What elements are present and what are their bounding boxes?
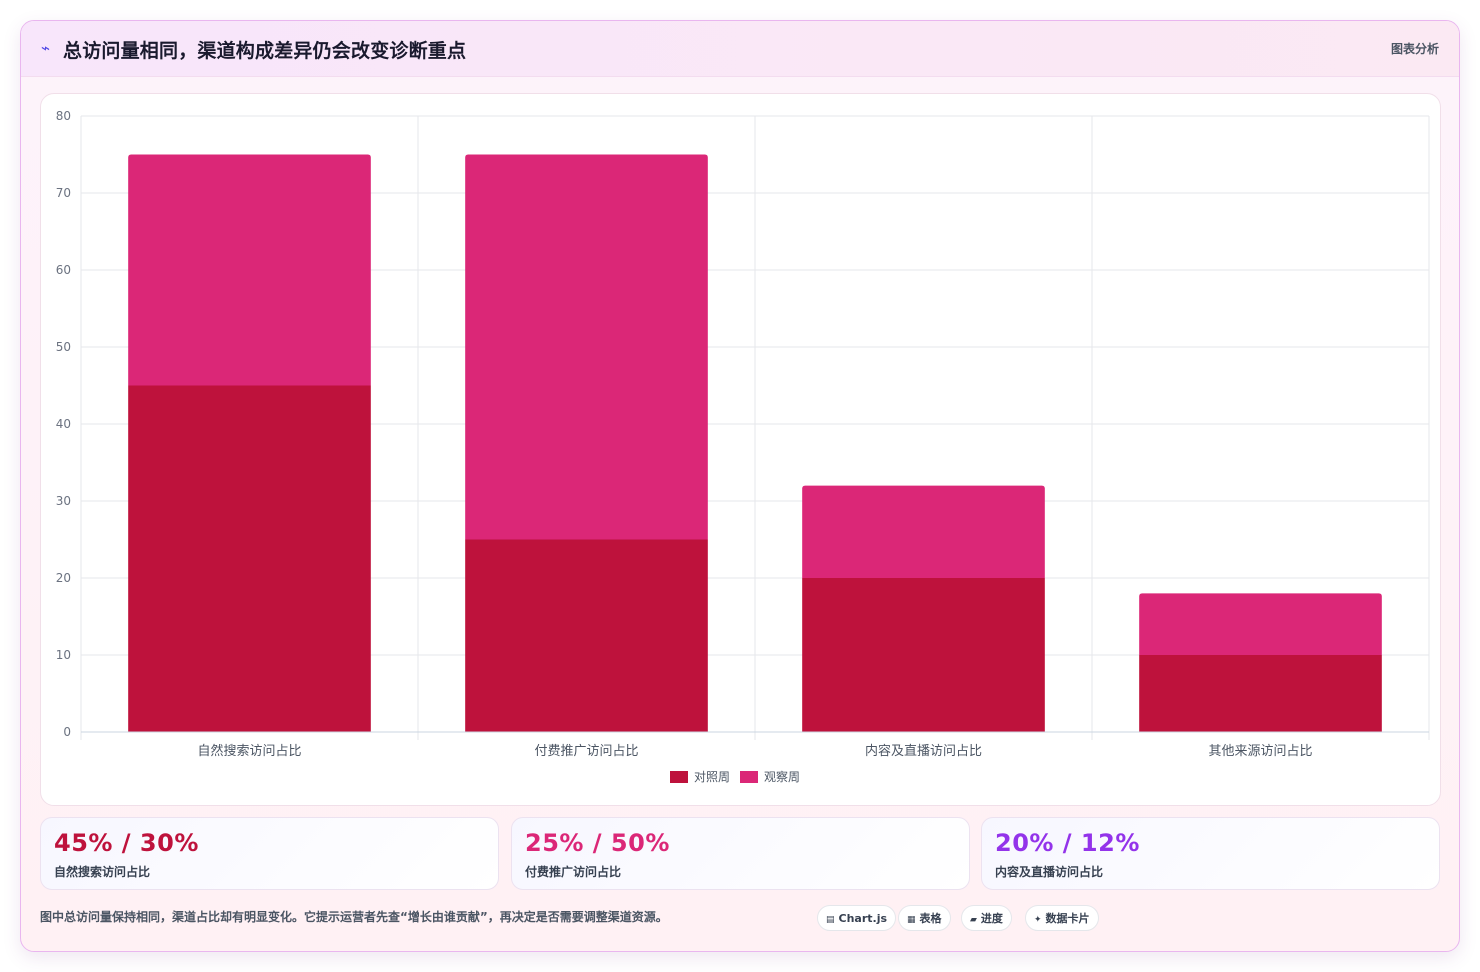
stat-label: 自然搜索访问占比	[54, 865, 151, 879]
footnote: 图中总访问量保持相同，渠道占比却有明显变化。它提示运营者先查“增长由谁贡献”，再…	[40, 910, 668, 924]
stat-label: 内容及直播访问占比	[995, 865, 1104, 879]
bar-segment	[1139, 655, 1382, 732]
y-tick-label: 10	[56, 648, 71, 662]
bar-segment	[802, 578, 1045, 732]
y-tick-label: 70	[56, 186, 71, 200]
y-tick-label: 20	[56, 571, 71, 585]
bar-segment	[1139, 593, 1382, 655]
bar-segment	[465, 154, 708, 540]
y-tick-label: 80	[56, 109, 71, 123]
chip-table[interactable]: ▦ 表格	[898, 905, 951, 931]
progress-icon: ▰	[970, 915, 977, 925]
chip-data-cards[interactable]: ✦ 数据卡片	[1025, 905, 1099, 931]
chip-progress[interactable]: ▰ 进度	[961, 905, 1012, 931]
stat-card-organic: 45% / 30% 自然搜索访问占比	[40, 817, 499, 890]
stat-value: 45% / 30%	[54, 829, 199, 857]
axis-layer: 0 10 20 30 40 50 60 70 80 自然搜索访问占比 付费推广访问占比 内容及直播访问…	[56, 109, 1429, 759]
legend-swatch	[740, 771, 758, 783]
y-tick-label: 40	[56, 417, 71, 431]
chip-label: 数据卡片	[1045, 912, 1090, 925]
sparkle-icon: ✦	[1034, 915, 1042, 925]
y-tick-label: 30	[56, 494, 71, 508]
stat-value: 25% / 50%	[525, 829, 670, 857]
x-tick-label: 内容及直播访问占比	[865, 743, 982, 759]
y-tick-label: 0	[63, 725, 71, 739]
stat-card-content: 20% / 12% 内容及直播访问占比	[981, 817, 1440, 890]
chip-label: 进度	[980, 912, 1003, 925]
chip-chartjs[interactable]: ▤ Chart.js	[817, 905, 897, 931]
x-tick-label: 其他来源访问占比	[1208, 744, 1312, 759]
legend-swatch	[670, 771, 688, 783]
bar-segment	[128, 154, 371, 386]
chip-label: Chart.js	[838, 912, 888, 925]
legend-label: 对照周	[694, 770, 730, 784]
bar-layer	[128, 154, 1382, 732]
y-tick-label: 50	[56, 340, 71, 354]
table-icon: ▦	[907, 915, 916, 925]
legend-layer: 对照周 观察周	[670, 770, 800, 784]
stat-value: 20% / 12%	[995, 829, 1140, 857]
chart-icon: ▤	[826, 915, 835, 925]
trend-icon: ⌁	[41, 39, 51, 57]
chip-label: 表格	[919, 912, 942, 925]
page-title: 总访问量相同，渠道构成差异仍会改变诊断重点	[63, 40, 467, 62]
y-tick-label: 60	[56, 263, 71, 277]
bar-segment	[802, 485, 1045, 578]
stacked-bar-chart: 0 10 20 30 40 50 60 70 80 自然搜索访问占比 付费推广访问占比 内容及直播访问…	[56, 109, 1430, 784]
card-header: ⌁ 总访问量相同，渠道构成差异仍会改变诊断重点 图表分析	[21, 21, 1459, 77]
stat-card-paid: 25% / 50% 付费推广访问占比	[511, 817, 970, 890]
legend-label: 观察周	[764, 770, 800, 784]
chart-card: ⌁ 总访问量相同，渠道构成差异仍会改变诊断重点 图表分析 0 10 20 30 40 50…	[20, 20, 1460, 952]
stat-label: 付费推广访问占比	[525, 865, 622, 879]
x-tick-label: 付费推广访问占比	[534, 744, 638, 759]
chart-container: 0 10 20 30 40 50 60 70 80 自然搜索访问占比 付费推广访问占比 内容及直播访问…	[40, 93, 1441, 806]
bar-segment	[465, 539, 708, 732]
x-tick-label: 自然搜索访问占比	[197, 743, 301, 759]
bar-segment	[128, 385, 371, 732]
chart-analysis-tag: 图表分析	[1390, 42, 1439, 56]
